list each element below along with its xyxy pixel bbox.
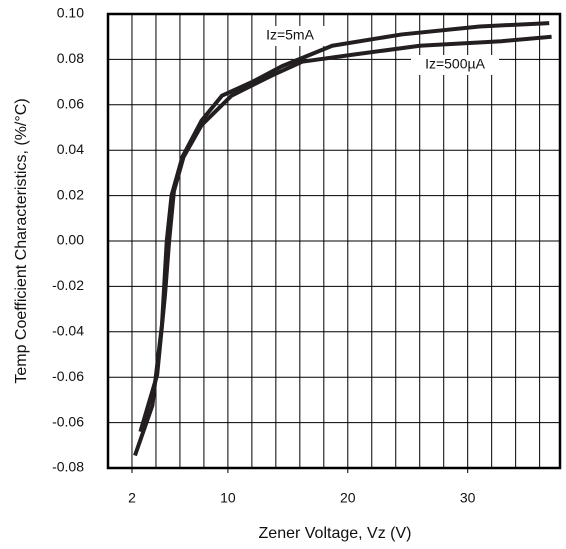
y-tick-label: -0.06 xyxy=(52,368,84,384)
x-tick-label: 20 xyxy=(340,490,356,506)
y-tick-label: -0.08 xyxy=(52,459,84,475)
series-line xyxy=(133,21,550,457)
x-axis-title: Zener Voltage, Vz (V) xyxy=(259,525,412,542)
annotation-bg xyxy=(255,26,325,46)
y-tick-label: 0.00 xyxy=(57,232,84,248)
y-tick-label: 0.02 xyxy=(57,186,84,202)
y-tick-label: 0.04 xyxy=(57,141,84,157)
y-tick-label: -0.04 xyxy=(52,323,84,339)
y-tick-label: -0.02 xyxy=(52,277,84,293)
x-tick-label: 2 xyxy=(128,490,136,506)
y-tick-label: 0.08 xyxy=(57,50,84,66)
annotation-bg xyxy=(411,55,499,75)
y-tick-label: 0.10 xyxy=(57,5,84,21)
plot-frame xyxy=(106,12,562,470)
y-tick-label: 0.06 xyxy=(57,96,84,112)
series-label: Iz=500µA xyxy=(425,56,485,72)
series-line xyxy=(138,34,552,433)
y-axis-title: Temp Coefficient Characteristics, (%/°C) xyxy=(13,98,30,383)
x-tick-label: 30 xyxy=(460,490,476,506)
series-label: Iz=5mA xyxy=(266,27,315,43)
y-tick-label: -0.06 xyxy=(52,413,84,429)
x-tick-label: 10 xyxy=(220,490,236,506)
